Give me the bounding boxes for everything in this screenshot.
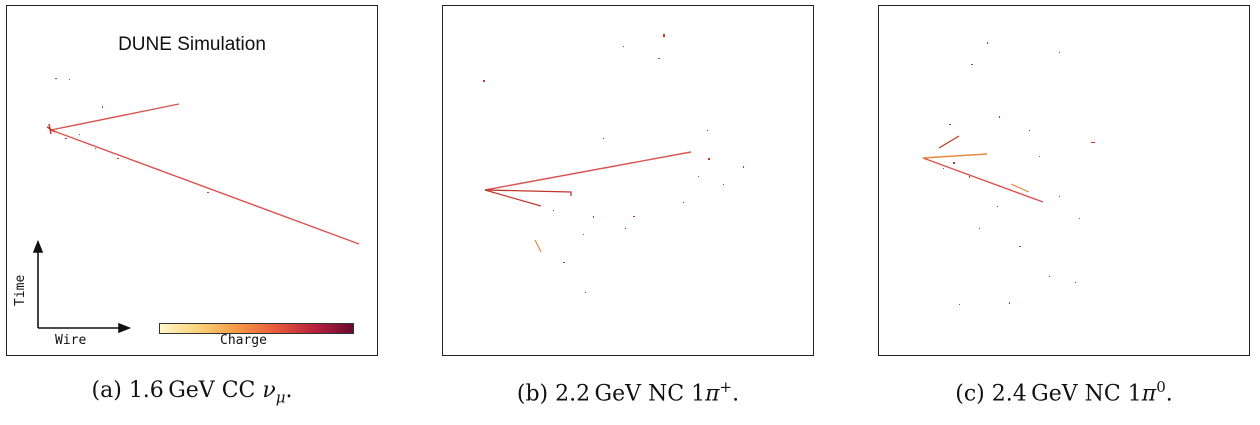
- caption-a: (a) 1.6 GeV CC νμ.: [6, 378, 378, 406]
- caption-b: (b) 2.2 GeV NC 1π+.: [442, 378, 814, 406]
- caption-particle: π: [705, 381, 720, 407]
- event-tracks-b: [483, 34, 744, 293]
- event-display-a: DUNE Simulation Time Wire Charge: [6, 5, 378, 356]
- caption-text: NC 1: [1084, 381, 1142, 407]
- caption-particle: π: [1141, 381, 1157, 407]
- vertex-a: [46, 123, 56, 135]
- hits-b: [483, 34, 744, 293]
- charge-colorbar: [159, 323, 354, 334]
- caption-energy: 2.4: [991, 381, 1027, 407]
- wire-axis-label: Wire: [55, 333, 87, 348]
- caption-tag: (b): [516, 381, 549, 407]
- event-display-b: [442, 5, 814, 356]
- track-a-1: [50, 103, 180, 131]
- caption-unit: GeV: [1026, 381, 1078, 407]
- track-c-2: [922, 153, 988, 159]
- track-c-3: [938, 135, 960, 149]
- track-b-1: [484, 151, 692, 191]
- caption-particle: ν: [262, 378, 276, 403]
- simulation-title: DUNE Simulation: [118, 34, 266, 55]
- time-axis-label: Time: [13, 274, 28, 306]
- caption-end: .: [732, 381, 740, 407]
- charge-colorbar-label: Charge: [220, 333, 267, 348]
- hits-c: [943, 42, 1095, 305]
- caption-tag: (c): [955, 381, 985, 407]
- caption-superscript: 0: [1156, 378, 1166, 396]
- shower-b: [534, 239, 542, 253]
- event-tracks-c: [922, 42, 1095, 305]
- caption-text: NC 1: [648, 381, 706, 407]
- caption-tag: (a): [91, 378, 122, 403]
- shower-c: [1010, 183, 1030, 193]
- caption-unit: GeV: [163, 378, 215, 403]
- caption-superscript: +: [719, 378, 733, 396]
- caption-c: (c) 2.4 GeV NC 1π0.: [878, 378, 1250, 406]
- caption-energy: 2.2: [555, 381, 591, 407]
- caption-unit: GeV: [590, 381, 641, 407]
- caption-text: CC: [221, 378, 256, 403]
- axis-arrows: [32, 239, 132, 334]
- track-b-3: [484, 189, 542, 207]
- caption-end: .: [285, 378, 293, 403]
- event-tracks-a: [32, 78, 360, 334]
- caption-energy: 1.6: [128, 378, 164, 403]
- track-b-2: [484, 189, 572, 196]
- hits-a: [55, 78, 209, 193]
- caption-subscript: μ: [275, 388, 286, 407]
- event-display-c: [878, 5, 1250, 356]
- caption-end: .: [1165, 381, 1173, 407]
- track-c-1: [922, 157, 1044, 203]
- track-a-2: [50, 129, 360, 245]
